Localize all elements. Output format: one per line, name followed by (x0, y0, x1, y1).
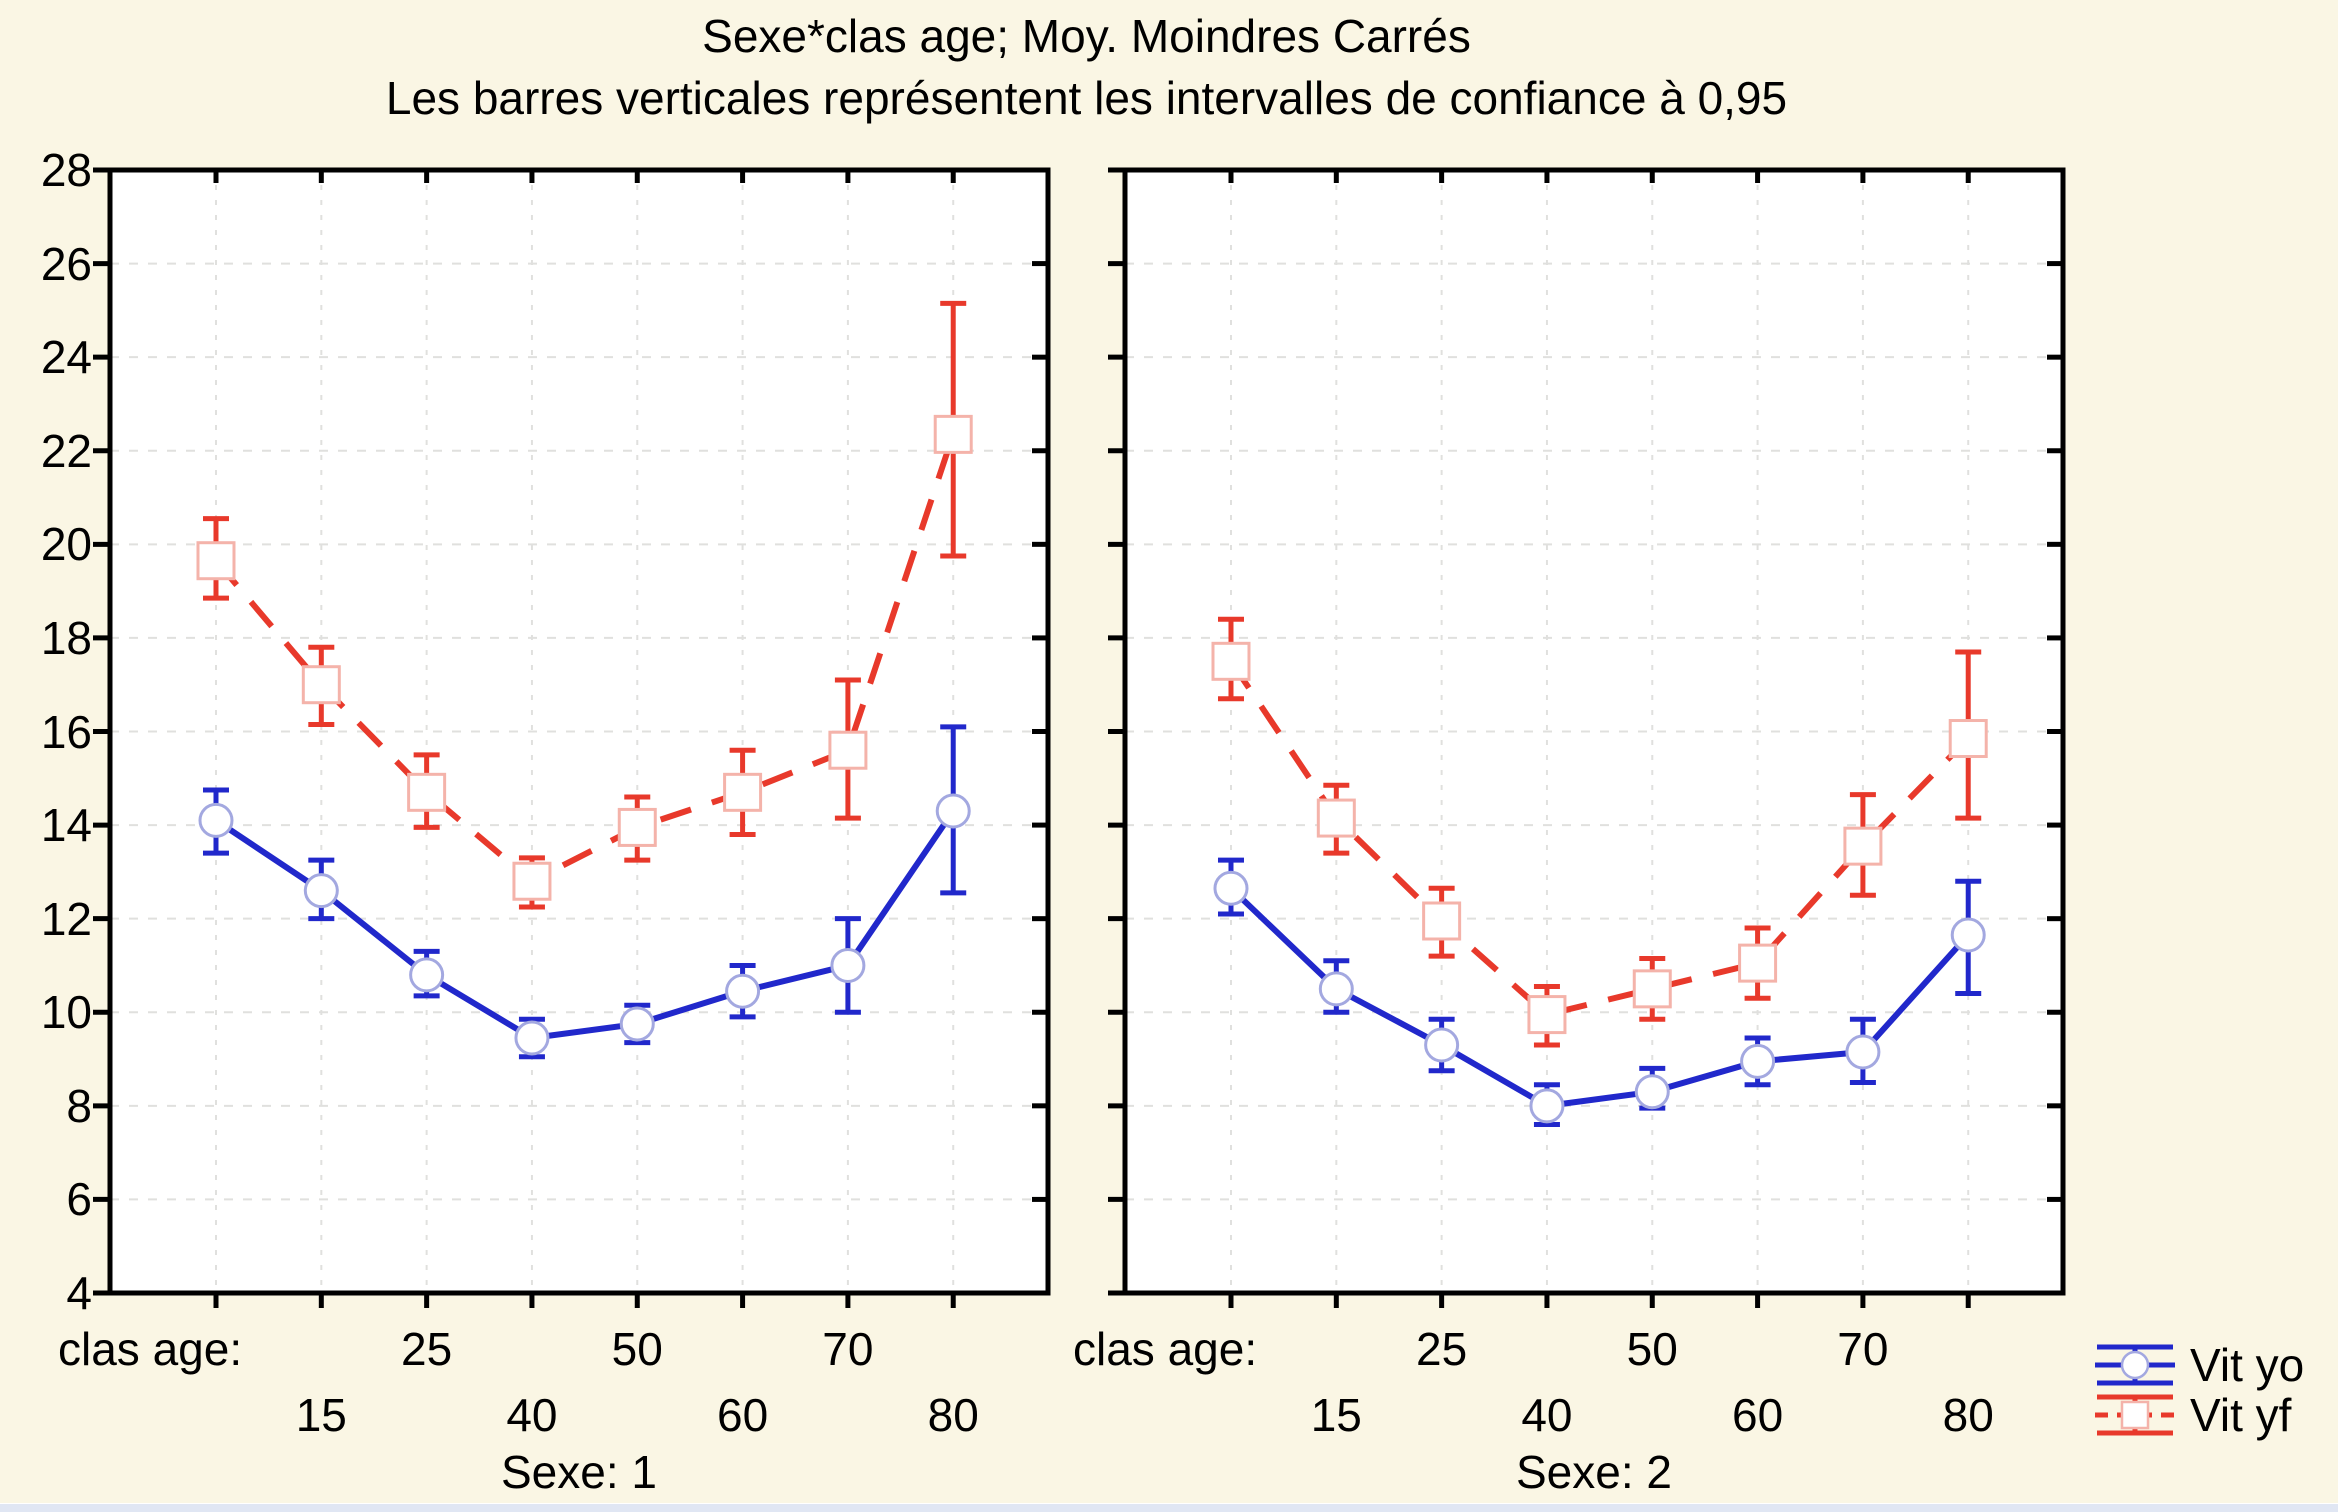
panel-plot-sexe--2 (1108, 167, 2066, 1308)
y-axis-tick-label: 16 (40, 705, 92, 758)
x-axis-tick-label: 15 (295, 1389, 347, 1441)
series-vit-yf (1211, 616, 1988, 1048)
window-bottom-edge (0, 1503, 2338, 1512)
legend-entry-vit-yf: Vit yf (2094, 1389, 2304, 1441)
series-vit-yf (196, 300, 973, 910)
y-axis-tick-label: 18 (40, 611, 92, 664)
x-axis-tick-label: 60 (716, 1389, 769, 1441)
y-axis-tick-label: 14 (40, 799, 92, 852)
x-axis-factor-label: clas age: (1073, 1323, 1258, 1375)
y-axis-tick-label: 28 (40, 144, 92, 196)
y-axis-tick-label: 22 (40, 424, 92, 477)
series-vit-yo (1213, 857, 1986, 1128)
panel-caption-sexe-1: Sexe: 1 (501, 1446, 657, 1498)
y-axis-tick-label: 20 (40, 518, 92, 571)
chart-title: Sexe*clas age; Moy. Moindres Carrés (702, 10, 1471, 62)
x-axis-tick-label: 25 (401, 1323, 453, 1375)
x-axis-tick-label: 70 (1837, 1323, 1889, 1375)
legend-entry-vit-yo: Vit yo (2094, 1339, 2305, 1391)
x-axis-tick-label: 70 (822, 1323, 874, 1375)
x-axis-tick-label: 80 (927, 1389, 979, 1441)
error-bar-square-marker-icon (2095, 1394, 2175, 1436)
y-axis-tick-label: 6 (66, 1173, 92, 1226)
x-axis-tick-label: 50 (611, 1323, 663, 1375)
x-axis-tick-label: 60 (1731, 1389, 1784, 1441)
panel-plot-sexe--1 (93, 167, 1051, 1308)
y-axis-tick-label: 26 (40, 237, 92, 290)
chart-subtitle: Les barres verticales représentent les i… (385, 72, 1788, 124)
y-axis-tick-label: 12 (40, 892, 92, 945)
x-axis-tick-label: 25 (1416, 1323, 1468, 1375)
y-axis-tick-label: 10 (40, 986, 92, 1039)
panel-caption-sexe-2: Sexe: 2 (1516, 1446, 1672, 1498)
x-axis-tick-label: 80 (1942, 1389, 1994, 1441)
y-axis-tick-label: 8 (66, 1079, 92, 1132)
legend-label: Vit yf (2190, 1389, 2292, 1441)
series-vit-yo (198, 724, 971, 1060)
x-axis-tick-label: 40 (1521, 1389, 1573, 1441)
error-bar-circle-marker-icon (2095, 1344, 2175, 1386)
x-axis-tick-label: 40 (506, 1389, 558, 1441)
y-axis-tick-label: 24 (40, 331, 92, 384)
legend: Vit yo Vit yf (2094, 1339, 2305, 1441)
x-axis-factor-label: clas age: (58, 1323, 243, 1375)
y-axis-tick-label: 4 (66, 1267, 92, 1319)
legend-label: Vit yo (2190, 1339, 2305, 1391)
x-axis-tick-label: 50 (1626, 1323, 1678, 1375)
x-axis-tick-label: 15 (1310, 1389, 1362, 1441)
